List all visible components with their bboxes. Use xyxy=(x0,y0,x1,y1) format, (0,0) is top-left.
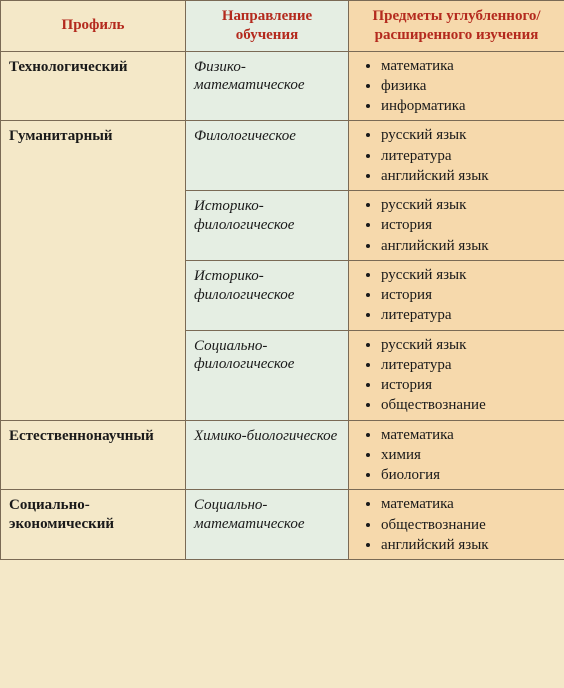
subjects-list: математикаобществознаниеанглийский язык xyxy=(353,494,558,555)
table-body: ТехнологическийФизико-математическоемате… xyxy=(1,51,564,560)
subjects-cell: русский языкисторияанглийский язык xyxy=(349,191,564,261)
subjects-list: русский языклитератураанглийский язык xyxy=(353,125,558,186)
profile-cell: Естественнонаучный xyxy=(1,420,186,490)
subjects-list: русский языклитератураисторияобществозна… xyxy=(353,335,558,416)
subjects-list: математикахимиябиология xyxy=(353,425,558,486)
subjects-cell: математикахимиябиология xyxy=(349,420,564,490)
subject-item: английский язык xyxy=(381,236,558,256)
direction-cell: Социально-филологическое xyxy=(186,330,349,420)
subject-item: история xyxy=(381,375,558,395)
direction-cell: Историко-филологическое xyxy=(186,260,349,330)
subject-item: математика xyxy=(381,56,558,76)
subject-item: английский язык xyxy=(381,166,558,186)
subject-item: литература xyxy=(381,305,558,325)
subject-item: математика xyxy=(381,494,558,514)
subject-item: русский язык xyxy=(381,265,558,285)
subject-item: химия xyxy=(381,445,558,465)
subject-item: биология xyxy=(381,465,558,485)
subject-item: математика xyxy=(381,425,558,445)
direction-cell: Социально-математическое xyxy=(186,490,349,560)
subjects-list: русский языкисторияанглийский язык xyxy=(353,195,558,256)
subjects-list: русский языкисториялитература xyxy=(353,265,558,326)
subjects-cell: математикаобществознаниеанглийский язык xyxy=(349,490,564,560)
table-row: ТехнологическийФизико-математическоемате… xyxy=(1,51,564,121)
header-profile: Профиль xyxy=(1,1,186,52)
subject-item: литература xyxy=(381,355,558,375)
table-row: ЕстественнонаучныйХимико-биологическоема… xyxy=(1,420,564,490)
subjects-cell: русский языклитератураисторияобществозна… xyxy=(349,330,564,420)
subject-item: физика xyxy=(381,76,558,96)
direction-cell: Филологическое xyxy=(186,121,349,191)
subject-item: обществознание xyxy=(381,515,558,535)
direction-cell: Химико-биологическое xyxy=(186,420,349,490)
subject-item: информатика xyxy=(381,96,558,116)
direction-cell: Историко-филологическое xyxy=(186,191,349,261)
subject-item: история xyxy=(381,285,558,305)
profile-cell: Технологический xyxy=(1,51,186,121)
header-direction: Направление обучения xyxy=(186,1,349,52)
subjects-list: математикафизикаинформатика xyxy=(353,56,558,117)
subjects-cell: математикафизикаинформатика xyxy=(349,51,564,121)
subjects-cell: русский языклитератураанглийский язык xyxy=(349,121,564,191)
table-row: ГуманитарныйФилологическоерусский языкли… xyxy=(1,121,564,191)
header-subjects: Предметы углубленного/расширенного изуче… xyxy=(349,1,564,52)
subject-item: русский язык xyxy=(381,335,558,355)
subject-item: английский язык xyxy=(381,535,558,555)
subject-item: русский язык xyxy=(381,125,558,145)
profile-cell: Гуманитарный xyxy=(1,121,186,420)
profiles-table: Профиль Направление обучения Предметы уг… xyxy=(0,0,564,560)
table-row: Социально-экономическийСоциально-математ… xyxy=(1,490,564,560)
subject-item: история xyxy=(381,215,558,235)
subject-item: русский язык xyxy=(381,195,558,215)
profile-cell: Социально-экономический xyxy=(1,490,186,560)
subject-item: литература xyxy=(381,146,558,166)
subject-item: обществознание xyxy=(381,395,558,415)
direction-cell: Физико-математическое xyxy=(186,51,349,121)
table-header-row: Профиль Направление обучения Предметы уг… xyxy=(1,1,564,52)
profiles-table-wrap: Профиль Направление обучения Предметы уг… xyxy=(0,0,564,560)
subjects-cell: русский языкисториялитература xyxy=(349,260,564,330)
